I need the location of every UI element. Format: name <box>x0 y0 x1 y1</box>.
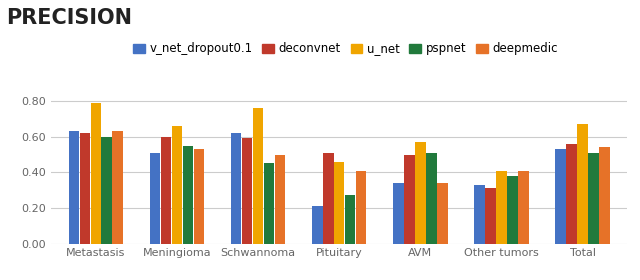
Bar <box>334 162 344 244</box>
Bar <box>599 147 610 244</box>
Bar <box>150 153 160 244</box>
Bar <box>415 142 426 244</box>
Legend: v_net_dropout0.1, deconvnet, u_net, pspnet, deepmedic: v_net_dropout0.1, deconvnet, u_net, pspn… <box>133 42 558 55</box>
Bar <box>393 183 404 244</box>
Bar <box>345 195 355 244</box>
Bar <box>437 183 447 244</box>
Text: PRECISION: PRECISION <box>6 8 132 28</box>
Bar <box>253 108 263 244</box>
Bar <box>275 155 285 244</box>
Bar <box>496 171 507 244</box>
Bar <box>577 124 588 244</box>
Bar <box>426 153 436 244</box>
Bar <box>485 188 496 244</box>
Bar <box>161 137 172 244</box>
Bar <box>566 144 577 244</box>
Bar <box>556 149 566 244</box>
Bar <box>113 131 123 244</box>
Bar <box>264 164 275 244</box>
Bar <box>68 131 79 244</box>
Bar <box>242 139 252 244</box>
Bar <box>182 146 193 244</box>
Bar <box>404 155 415 244</box>
Bar <box>102 137 112 244</box>
Bar <box>518 171 529 244</box>
Bar <box>588 153 599 244</box>
Bar <box>312 206 323 244</box>
Bar <box>356 171 366 244</box>
Bar <box>507 176 518 244</box>
Bar <box>323 153 333 244</box>
Bar <box>172 126 182 244</box>
Bar <box>79 133 90 244</box>
Bar <box>90 103 101 244</box>
Bar <box>193 149 204 244</box>
Bar <box>231 133 241 244</box>
Bar <box>474 185 485 244</box>
